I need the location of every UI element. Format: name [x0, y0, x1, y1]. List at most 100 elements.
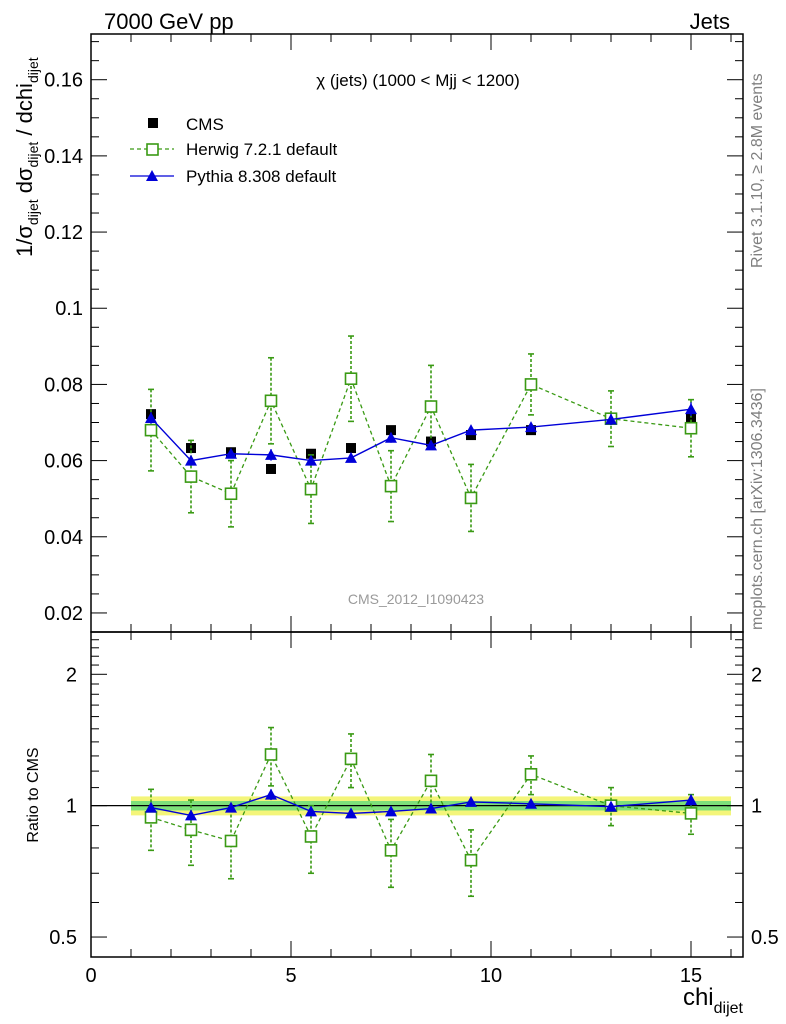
ratio-herwig-point [384, 844, 398, 857]
main-pythia-point [185, 454, 197, 466]
main-pythia-point [425, 439, 437, 451]
ratio-pythia-point [305, 805, 317, 817]
ylabel-part-6: dijet [25, 57, 41, 83]
main-herwig-point [184, 470, 198, 483]
main-y-tick-label: 0.1 [55, 298, 83, 320]
ylabel-part-1: 1/σ [12, 225, 37, 257]
main-ylabel: 1/σdijet dσdijet / dchidijet [12, 57, 41, 257]
main-pythia-point [225, 447, 237, 459]
main-y-tick-label: 0.16 [44, 70, 83, 92]
main-herwig-point [684, 421, 698, 435]
ratio-y-tick-label: 0.5 [49, 927, 77, 949]
header-right: Jets [690, 9, 730, 34]
ratio-pythia-point [465, 795, 477, 807]
x-tick-label: 0 [85, 965, 96, 987]
rivet-label: Rivet 3.1.10, ≥ 2.8M events [749, 73, 766, 268]
ylabel-part-2: dijet [25, 199, 41, 225]
main-y-tick-label: 0.14 [44, 146, 83, 168]
main-herwig-point [464, 491, 478, 505]
legend-herwig-marker [146, 143, 159, 156]
x-tick-label: 15 [680, 965, 702, 987]
ratio-pythia-point [385, 805, 397, 817]
main-pythia-line [150, 408, 692, 462]
header-left: 7000 GeV pp [104, 9, 234, 34]
main-herwig-point [524, 378, 538, 391]
main-herwig-point [384, 479, 398, 493]
ratio-herwig-point [464, 853, 478, 867]
main-series-layer [144, 335, 698, 533]
cms-point [686, 412, 696, 423]
ratio-pythia-point [605, 800, 617, 812]
ratio-pythia-point [185, 809, 197, 821]
mcplots-label: mcplots.cern.ch [arXiv:1306.3436] [749, 388, 766, 630]
main-y-tick-label: 0.02 [44, 603, 83, 625]
ratio-herwig-line [150, 752, 692, 862]
cms-point [266, 463, 276, 474]
ratio-herwig-point [524, 767, 538, 781]
ratio-pythia-point [145, 801, 157, 813]
ratio-pythia-point [265, 788, 277, 800]
x-tick-label: 5 [285, 965, 296, 987]
main-pythia-point [465, 424, 477, 436]
ratio-herwig-point [224, 834, 238, 848]
main-pythia-point [345, 451, 357, 463]
legend-herwig-label: Herwig 7.2.1 default [186, 140, 337, 159]
xlabel-sub: dijet [714, 1000, 744, 1017]
main-pythia-point [605, 413, 617, 425]
ratio-y-tick-label: 1 [66, 796, 77, 818]
main-pythia-point [525, 421, 537, 433]
ratio-y-tick-label-right: 1 [751, 796, 762, 818]
ratio-pythia-point [525, 797, 537, 809]
main-herwig-point [304, 482, 318, 496]
ratio-ylabel: Ratio to CMS [25, 747, 42, 842]
legend-cms-marker [148, 118, 158, 128]
main-herwig-point [424, 400, 438, 413]
ratio-pythia-point [345, 807, 357, 819]
ratio-pythia-line [150, 793, 692, 817]
legend-pythia-label: Pythia 8.308 default [186, 167, 337, 186]
ratio-y-tick-label: 2 [66, 664, 77, 686]
ratio-axes: 0 5 10 15 0.5 0.5 1 1 2 2 [49, 631, 779, 987]
ratio-herwig-point [344, 752, 358, 766]
x-tick-label: 10 [480, 965, 502, 987]
ratio-series-layer [144, 726, 698, 898]
ratio-herwig-point [304, 830, 318, 843]
main-y-tick-label: 0.06 [44, 451, 83, 473]
ratio-herwig-point [264, 748, 278, 761]
ratio-herwig-point [424, 774, 438, 788]
xlabel: chidijet [683, 984, 744, 1017]
main-herwig-line [150, 376, 692, 500]
main-herwig-point [344, 372, 358, 386]
ylabel-part-4: dijet [25, 142, 41, 168]
main-y-tick-label: 0.08 [44, 374, 83, 396]
ratio-y-tick-label-right: 0.5 [751, 927, 779, 949]
legend-pythia-marker [146, 170, 158, 181]
cms-point [346, 443, 356, 454]
ratio-herwig-point [144, 811, 158, 824]
ratio-y-tick-label-right: 2 [751, 664, 762, 686]
main-pythia-point [265, 448, 277, 460]
ylabel-part-5: / dchi [12, 83, 37, 142]
main-pythia-point [145, 411, 157, 423]
main-herwig-point [264, 394, 278, 408]
watermark: CMS_2012_I1090423 [348, 591, 484, 607]
ratio-pythia-point [425, 802, 437, 814]
main-y-tick-label: 0.04 [44, 527, 83, 549]
cms-point [386, 425, 396, 436]
ratio-pythia-point [225, 801, 237, 813]
ratio-pythia-point [685, 794, 697, 806]
ratio-herwig-point [184, 823, 198, 837]
main-herwig-point [144, 423, 158, 437]
main-pythia-point [385, 431, 397, 443]
main-pythia-point [685, 403, 697, 415]
main-y-tick-label: 0.12 [44, 222, 83, 244]
cms-point [306, 448, 316, 459]
main-pythia-point [305, 454, 317, 466]
main-herwig-point [224, 487, 238, 501]
legend-cms-label: CMS [186, 115, 224, 134]
ratio-herwig-point [684, 807, 698, 820]
ratio-frame [90, 631, 744, 958]
legend: CMS Herwig 7.2.1 default Pythia 8.308 de… [130, 115, 337, 186]
main-title: χ (jets) (1000 < Mjj < 1200) [316, 71, 520, 90]
